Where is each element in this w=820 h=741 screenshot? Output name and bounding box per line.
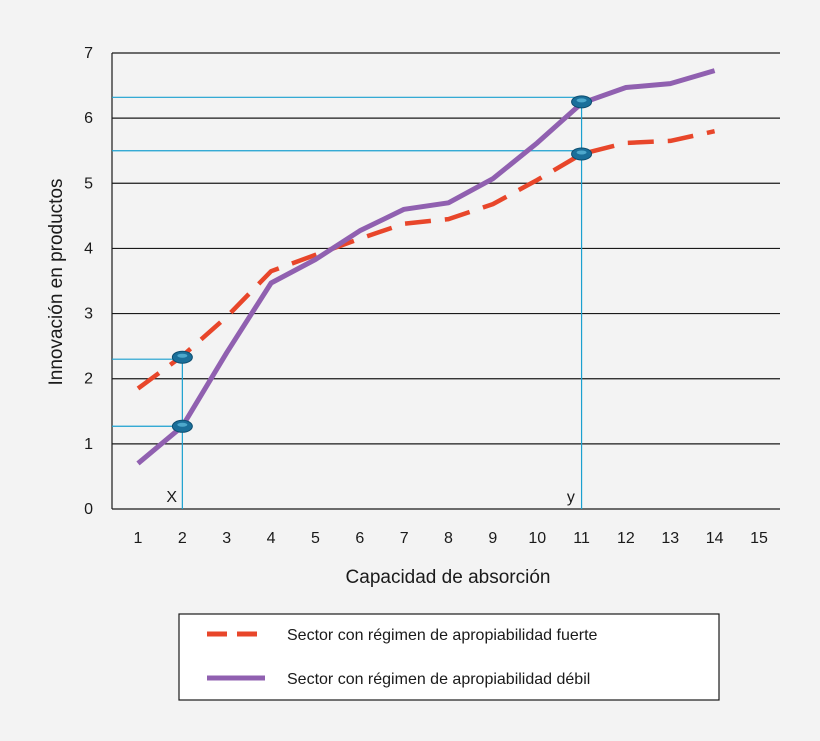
x-tick-label: 11 bbox=[573, 530, 590, 547]
intersection-marker-highlight bbox=[576, 98, 587, 103]
y-tick-label: 2 bbox=[84, 371, 93, 388]
y-tick-label: 4 bbox=[84, 240, 93, 257]
x-tick-label: 3 bbox=[222, 530, 231, 547]
x-tick-label: 2 bbox=[178, 530, 187, 547]
intersection-marker-highlight bbox=[177, 353, 188, 358]
legend-box bbox=[178, 613, 720, 701]
y-tick-label: 6 bbox=[84, 110, 93, 127]
y-tick-label: 1 bbox=[84, 436, 93, 453]
series-line-0 bbox=[136, 129, 716, 391]
intersection-marker-highlight bbox=[177, 422, 188, 427]
x-tick-label: 1 bbox=[134, 530, 143, 547]
y-tick-label: 5 bbox=[84, 175, 93, 192]
x-tick-label: 6 bbox=[355, 530, 364, 547]
series-lines bbox=[136, 68, 716, 466]
x-tick-label: 5 bbox=[311, 530, 320, 547]
legend-label-weak: Sector con régimen de apropiabilidad déb… bbox=[287, 671, 590, 688]
x-tick-label: 13 bbox=[661, 530, 679, 547]
y-tick-label: 0 bbox=[84, 501, 93, 518]
y-tick-label: 7 bbox=[84, 45, 93, 62]
y-axis-label: Innovación en productos bbox=[46, 178, 67, 385]
x-tick-label: 4 bbox=[267, 530, 276, 547]
x-tick-label: 7 bbox=[400, 530, 409, 547]
x-tick-label: 8 bbox=[444, 530, 453, 547]
legend-label-strong: Sector con régimen de apropiabilidad fue… bbox=[287, 627, 598, 644]
y-tick-label: 3 bbox=[84, 306, 93, 323]
reference-lines bbox=[112, 96, 583, 509]
point-annotation: y bbox=[567, 489, 575, 506]
legend: Sector con régimen de apropiabilidad fue… bbox=[178, 613, 720, 701]
point-annotation: X bbox=[166, 489, 177, 506]
reference-markers bbox=[171, 95, 593, 433]
grid-lines bbox=[111, 52, 780, 510]
x-tick-label: 14 bbox=[706, 530, 724, 547]
x-tick-label: 12 bbox=[617, 530, 635, 547]
x-tick-label: 10 bbox=[528, 530, 546, 547]
x-axis-label: Capacidad de absorción bbox=[346, 567, 551, 588]
intersection-marker-highlight bbox=[576, 150, 587, 155]
x-tick-label: 9 bbox=[488, 530, 497, 547]
x-tick-label: 15 bbox=[750, 530, 768, 547]
series-line-1 bbox=[136, 68, 716, 466]
